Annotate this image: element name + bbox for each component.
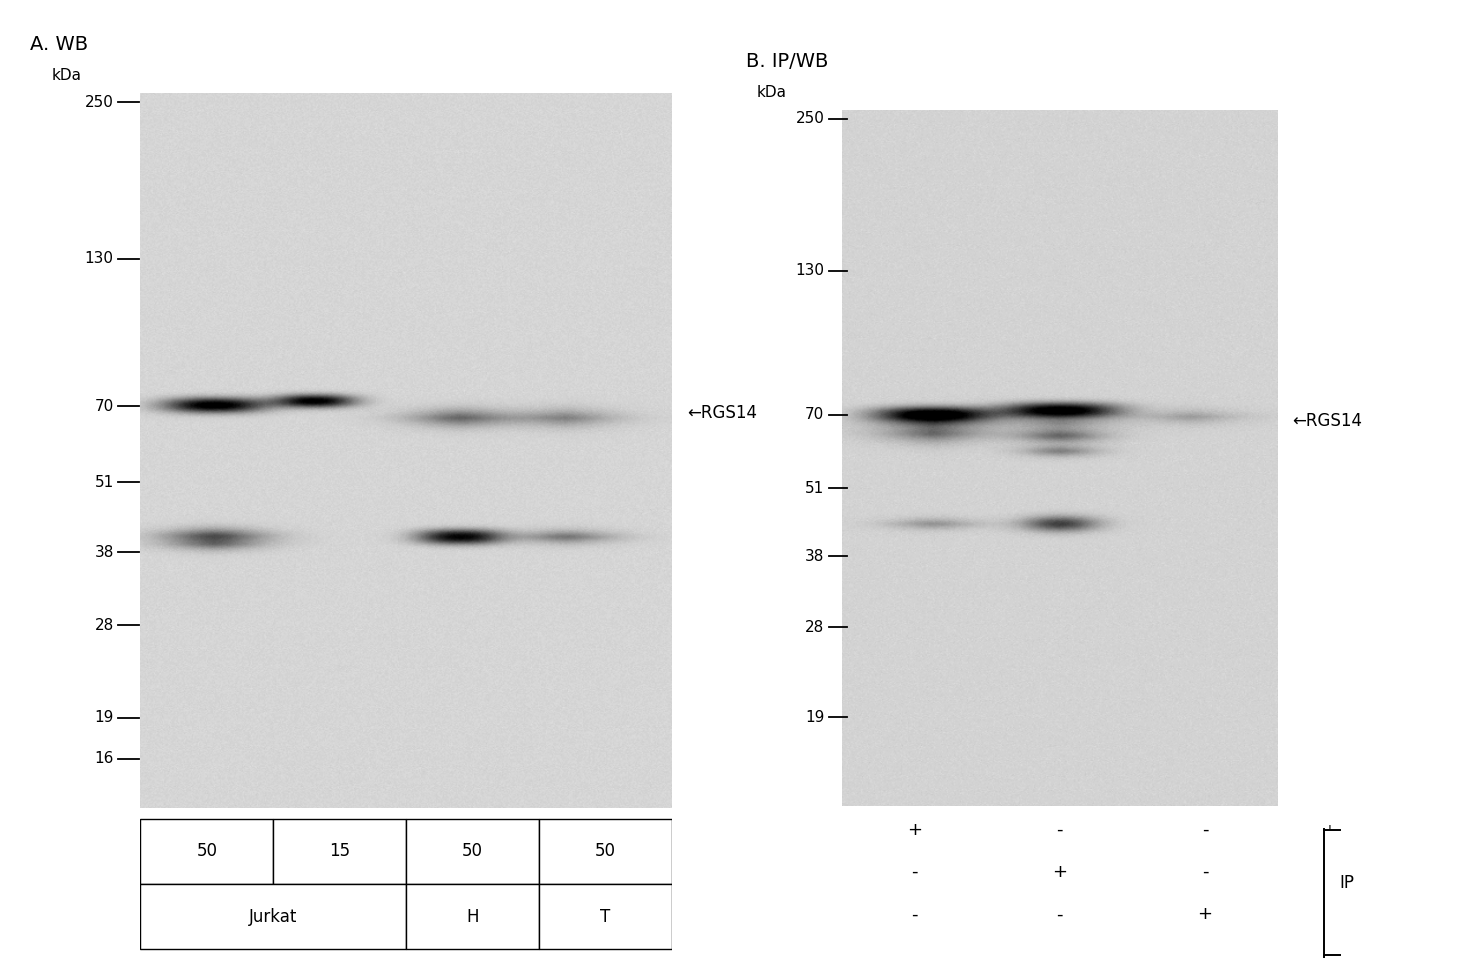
Text: -: - — [911, 906, 917, 923]
Text: 50: 50 — [595, 843, 616, 860]
Text: 51: 51 — [95, 474, 114, 490]
Text: T: T — [601, 907, 610, 926]
Text: kDa: kDa — [756, 85, 786, 100]
Text: Jurkat: Jurkat — [250, 907, 297, 926]
Text: 19: 19 — [805, 710, 824, 725]
Text: 50: 50 — [462, 843, 483, 860]
Text: -: - — [1202, 821, 1208, 839]
Bar — [140, 884, 406, 949]
Text: 130: 130 — [84, 251, 114, 267]
Bar — [406, 819, 539, 884]
Text: 70: 70 — [805, 407, 824, 422]
Text: 250: 250 — [796, 112, 824, 126]
Text: A. WB: A. WB — [30, 35, 87, 54]
Text: IP: IP — [1340, 874, 1354, 893]
Text: 51: 51 — [805, 480, 824, 496]
Text: 19: 19 — [95, 710, 114, 725]
Text: +: + — [1198, 906, 1213, 923]
Text: 28: 28 — [805, 620, 824, 635]
Text: -: - — [1202, 863, 1208, 881]
Text: 15: 15 — [329, 843, 350, 860]
Bar — [539, 884, 672, 949]
Text: 250: 250 — [84, 95, 114, 110]
Text: 16: 16 — [95, 752, 114, 766]
Text: 130: 130 — [796, 264, 824, 278]
Bar — [273, 819, 406, 884]
Text: H: H — [467, 907, 479, 926]
Text: ←RGS14: ←RGS14 — [1292, 413, 1362, 430]
Text: +: + — [1052, 863, 1068, 881]
Text: kDa: kDa — [52, 69, 81, 83]
Text: 38: 38 — [805, 549, 824, 564]
Bar — [539, 819, 672, 884]
Text: 70: 70 — [95, 399, 114, 414]
Text: ←RGS14: ←RGS14 — [687, 405, 756, 422]
Text: ': ' — [1328, 824, 1331, 838]
Text: 50: 50 — [196, 843, 217, 860]
Text: -: - — [911, 863, 917, 881]
Bar — [406, 884, 539, 949]
Text: -: - — [1056, 821, 1063, 839]
Text: +: + — [907, 821, 922, 839]
Text: 28: 28 — [95, 617, 114, 633]
Bar — [140, 819, 273, 884]
Text: B. IP/WB: B. IP/WB — [746, 52, 829, 71]
Text: 38: 38 — [95, 545, 114, 560]
Text: -: - — [1056, 906, 1063, 923]
